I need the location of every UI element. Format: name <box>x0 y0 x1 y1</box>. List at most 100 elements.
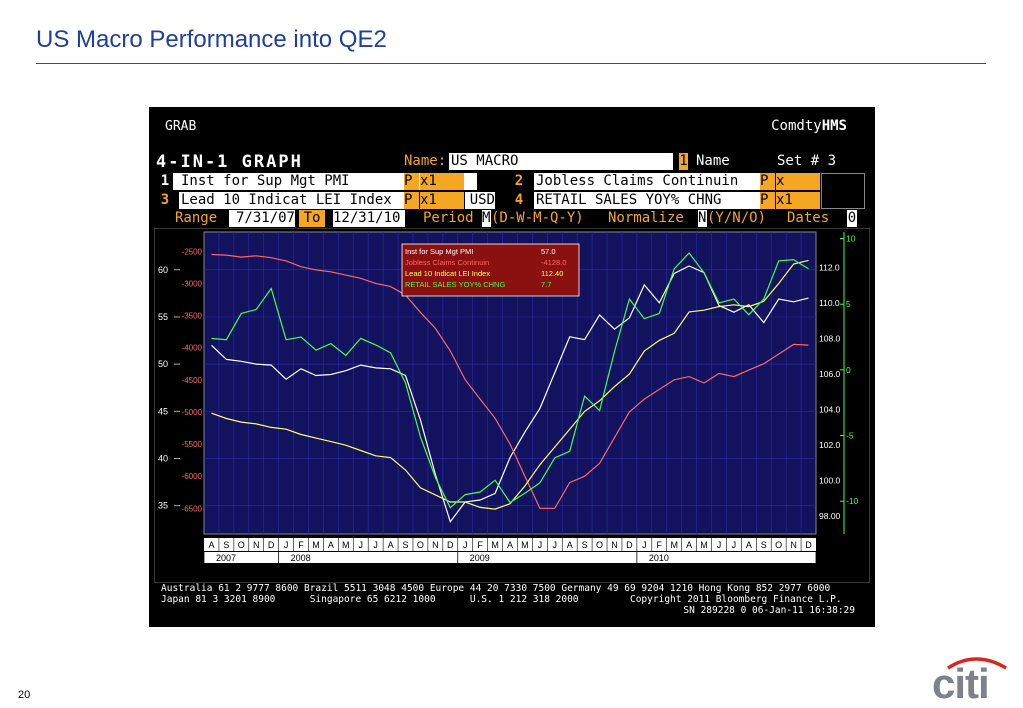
month-tick-label: D <box>626 540 633 550</box>
dates-input[interactable]: 0 <box>847 210 857 227</box>
series-2-number: 2 <box>511 173 527 190</box>
series-2-px[interactable]: P <box>760 173 775 190</box>
lei-tick-label: 100.0 <box>819 476 841 486</box>
month-tick-label: J <box>553 540 558 550</box>
month-tick-label: N <box>432 540 439 550</box>
retail-tick-label: -5 <box>846 431 854 441</box>
legend-series-value: 57.0 <box>541 247 556 256</box>
series-1-number: 1 <box>157 173 173 190</box>
series-1-x[interactable]: x1 <box>420 173 464 190</box>
series-4-number: 4 <box>511 192 527 209</box>
month-tick-label: J <box>373 540 378 550</box>
to-label: To <box>299 210 325 227</box>
brand-label: ComdtyHMS <box>771 118 847 134</box>
month-tick-label: S <box>761 540 767 550</box>
series-1-name[interactable]: Inst for Sup Mgt PMI <box>181 173 350 189</box>
lei-tick-label: 106.0 <box>819 369 841 379</box>
name-number-field[interactable]: 1 <box>679 153 688 170</box>
claims-tick-label: -6500 <box>182 504 203 513</box>
normalize-options: (Y/N/O) <box>707 210 767 226</box>
lei-tick-label: 108.0 <box>819 334 841 344</box>
year-tick-label: 2008 <box>291 553 311 563</box>
month-tick-label: M <box>342 540 350 550</box>
month-tick-label: A <box>328 540 334 550</box>
legend-series-name: Jobless Claims Continuin <box>405 258 489 267</box>
series-3-x[interactable]: x1 <box>420 192 464 209</box>
month-tick-label: J <box>642 540 647 550</box>
month-tick-label: A <box>567 540 573 550</box>
series-3-px[interactable]: P <box>404 192 419 209</box>
pmi-tick-label: 45 <box>158 406 168 416</box>
range-end-input[interactable]: 12/31/10 <box>333 210 405 227</box>
claims-tick-label: -3500 <box>182 312 203 321</box>
series-3-name[interactable]: Lead 10 Indicat LEI Index <box>181 192 392 208</box>
series-4-px[interactable]: P <box>760 192 775 209</box>
series-2-x[interactable]: x <box>776 173 820 190</box>
period-input[interactable]: M <box>482 210 491 227</box>
set-label: Set # 3 <box>777 153 837 169</box>
slide-title: US Macro Performance into QE2 <box>36 26 387 53</box>
year-tick-label: 2007 <box>216 553 236 563</box>
range-label: Range <box>175 210 218 226</box>
legend-series-name: RETAIL SALES YOY% CHNG <box>405 280 505 289</box>
month-tick-label: J <box>463 540 468 550</box>
month-axis-bg <box>204 538 816 551</box>
series-4-name[interactable]: RETAIL SALES YOY% CHNG <box>536 192 722 208</box>
title-divider <box>36 63 986 64</box>
legend-series-name: Inst for Sup Mgt PMI <box>405 247 473 256</box>
right-axis-lei: 112.0 110.0 108.0 106.0 104.0 102.0 100.0 98.00 <box>819 263 841 522</box>
series-2-row-bg <box>534 173 760 190</box>
footer-line-3: SN 289228 0 06-Jan-11 16:38:29 <box>683 605 855 616</box>
month-tick-label: F <box>657 540 663 550</box>
month-tick-label: S <box>223 540 229 550</box>
month-tick-label: J <box>284 540 289 550</box>
year-tick-label: 2009 <box>470 553 490 563</box>
series-1-px[interactable]: P <box>404 173 419 190</box>
month-tick-label: M <box>700 540 708 550</box>
name-input[interactable]: US MACRO <box>449 153 673 170</box>
month-tick-label: A <box>746 540 752 550</box>
month-tick-label: N <box>790 540 797 550</box>
footer-line-1: Australia 61 2 9777 8600 Brazil 5511 304… <box>161 583 831 594</box>
month-tick-label: M <box>312 540 320 550</box>
left-axis-pmi: 60 55 50 45 40 35 <box>158 265 180 511</box>
bloomberg-terminal: GRAB ComdtyHMS 4-IN-1 GRAPH Name: US MAC… <box>149 107 875 627</box>
series-3-row-bg <box>179 192 405 209</box>
series-line-2 <box>211 253 809 509</box>
month-tick-label: N <box>611 540 618 550</box>
retail-tick-label: 5 <box>846 299 851 309</box>
retail-tick-label: 0 <box>846 365 851 375</box>
lei-tick-label: 102.0 <box>819 440 841 450</box>
footer-line-2: Japan 81 3 3201 8900 Singapore 65 6212 1… <box>161 594 842 605</box>
series-line-3 <box>211 259 809 510</box>
series-lines <box>211 252 809 523</box>
month-tick-label: A <box>388 540 394 550</box>
claims-tick-label: -4000 <box>182 344 203 353</box>
dates-label: Dates <box>787 210 830 226</box>
year-tick-label: 2010 <box>649 553 669 563</box>
normalize-label: Normalize <box>608 210 684 226</box>
grab-label[interactable]: GRAB <box>165 119 197 134</box>
legend-background <box>401 243 580 297</box>
series-4-x[interactable]: x1 <box>776 192 820 209</box>
month-tick-label: A <box>507 540 513 550</box>
series-3-currency[interactable]: USD <box>465 192 495 209</box>
legend-box: Inst for Sup Mgt PMI 57.0 Jobless Claims C… <box>401 243 580 297</box>
name-label: Name: <box>404 153 447 169</box>
normalize-input[interactable]: N <box>698 210 707 227</box>
claims-tick-label: -2500 <box>182 247 203 256</box>
month-tick-label: O <box>596 540 603 550</box>
citi-logo-text: citi <box>932 660 989 700</box>
range-start-input[interactable]: 7/31/07 <box>229 210 295 227</box>
pmi-tick-label: 40 <box>158 454 168 464</box>
month-tick-label: F <box>298 540 304 550</box>
brand-bold: HMS <box>821 118 847 134</box>
series-2-name[interactable]: Jobless Claims Continuin <box>536 173 739 189</box>
pmi-tick-label: 60 <box>158 265 168 275</box>
retail-tick-label: -10 <box>846 496 859 506</box>
lei-tick-label: 112.0 <box>819 263 840 273</box>
brand-prefix: Comdty <box>771 118 822 134</box>
legend-series-value: 112.40 <box>541 269 563 278</box>
month-tick-label: S <box>403 540 409 550</box>
